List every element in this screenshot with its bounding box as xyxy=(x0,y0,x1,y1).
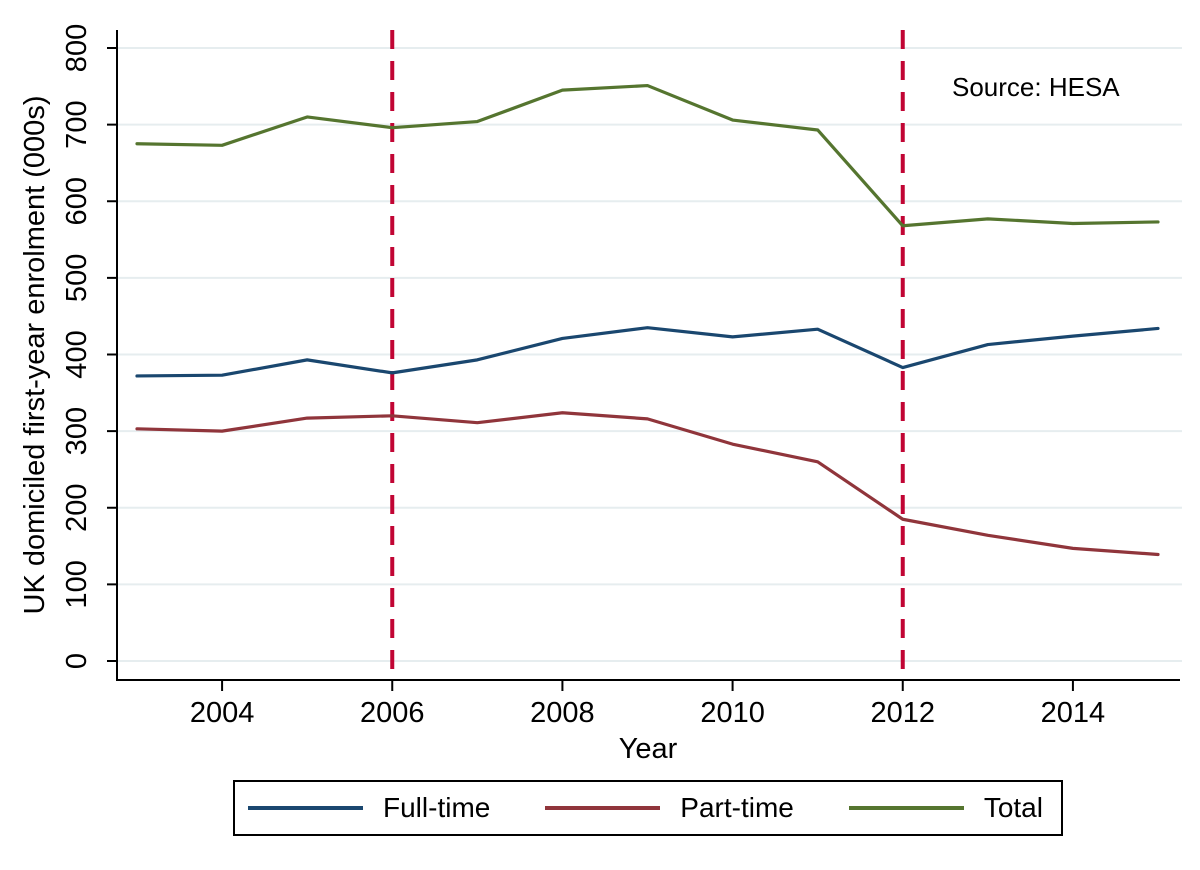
legend: Full-time Part-time Total xyxy=(233,780,1063,836)
legend-item-part-time: Part-time xyxy=(545,794,794,822)
tick-labels: 0 100 200 300 400 500 600 700 800 2004 2006 2008 201… xyxy=(61,24,1105,729)
y-tick-label-600: 600 xyxy=(61,177,93,225)
y-axis-title: UK domiciled first-year enrolment (000s) xyxy=(19,96,51,615)
x-tick-label-2006: 2006 xyxy=(360,697,425,729)
x-axis-title: Year xyxy=(619,733,678,765)
y-tick-label-800: 800 xyxy=(61,24,93,72)
series-line-part-time xyxy=(135,411,1160,557)
legend-label-part-time: Part-time xyxy=(680,792,794,823)
reference-lines xyxy=(390,30,905,680)
y-tick-label-400: 400 xyxy=(61,330,93,378)
legend-label-total: Total xyxy=(983,792,1043,823)
legend-item-total: Total xyxy=(848,792,1043,823)
x-tick-label-2004: 2004 xyxy=(190,697,255,729)
x-tick-label-2010: 2010 xyxy=(700,697,765,729)
total-line-swatch xyxy=(848,806,964,810)
source-note: Source: HESA xyxy=(952,72,1120,102)
part-time-line-swatch xyxy=(545,806,661,810)
series-line-full-time xyxy=(135,326,1160,378)
series-line-total xyxy=(135,83,1160,228)
gridlines xyxy=(117,47,1182,662)
x-tick-label-2012: 2012 xyxy=(870,697,935,729)
y-tick-label-200: 200 xyxy=(61,484,93,532)
y-tick-label-500: 500 xyxy=(61,254,93,302)
y-tick-label-300: 300 xyxy=(61,407,93,455)
y-tick-label-100: 100 xyxy=(61,560,93,608)
tick-marks xyxy=(107,47,1074,691)
data-series xyxy=(135,83,1160,557)
full-time-line-swatch xyxy=(248,806,363,810)
x-tick-label-2014: 2014 xyxy=(1041,697,1106,729)
y-tick-label-700: 700 xyxy=(61,100,93,148)
legend-item-full-time: Full-time xyxy=(248,794,490,822)
x-tick-label-2008: 2008 xyxy=(530,697,595,729)
y-tick-label-0: 0 xyxy=(61,653,93,669)
legend-label-full-time: Full-time xyxy=(383,792,491,823)
